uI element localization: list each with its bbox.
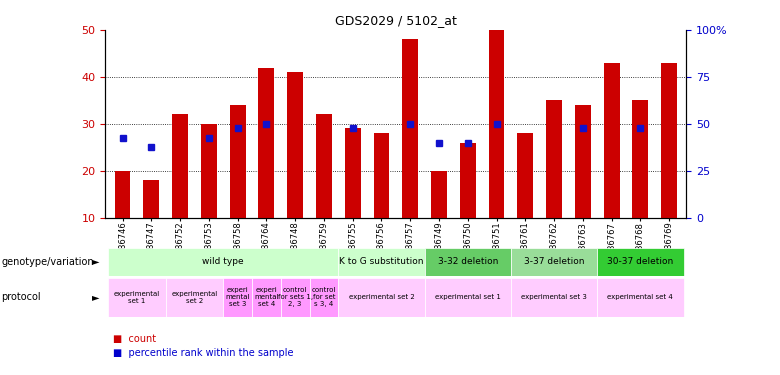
Text: 3-32 deletion: 3-32 deletion bbox=[438, 257, 498, 266]
Bar bbox=[230, 105, 246, 218]
Text: K to G substitution: K to G substitution bbox=[339, 257, 424, 266]
Bar bbox=[575, 105, 590, 218]
Bar bbox=[172, 114, 188, 218]
Text: experimental
set 1: experimental set 1 bbox=[114, 291, 160, 304]
Bar bbox=[316, 114, 332, 218]
Text: ■  percentile rank within the sample: ■ percentile rank within the sample bbox=[113, 348, 293, 357]
Bar bbox=[597, 278, 683, 317]
Bar bbox=[258, 68, 275, 218]
Bar bbox=[115, 171, 130, 217]
Title: GDS2029 / 5102_at: GDS2029 / 5102_at bbox=[335, 15, 457, 27]
Bar bbox=[223, 278, 252, 317]
Bar bbox=[424, 248, 511, 276]
Bar bbox=[546, 100, 562, 218]
Bar bbox=[517, 133, 534, 218]
Bar bbox=[252, 278, 281, 317]
Bar bbox=[460, 142, 476, 218]
Text: 3-37 deletion: 3-37 deletion bbox=[524, 257, 584, 266]
Text: experimental
set 2: experimental set 2 bbox=[172, 291, 218, 304]
Text: experimental set 1: experimental set 1 bbox=[434, 294, 501, 300]
Bar bbox=[604, 63, 619, 217]
Bar bbox=[108, 248, 339, 276]
Bar bbox=[431, 171, 447, 217]
Text: genotype/variation: genotype/variation bbox=[2, 256, 94, 267]
Bar bbox=[374, 133, 389, 218]
Bar bbox=[165, 278, 223, 317]
Bar bbox=[402, 39, 418, 218]
Text: experimental set 4: experimental set 4 bbox=[608, 294, 673, 300]
Bar bbox=[287, 72, 303, 217]
Bar bbox=[511, 248, 597, 276]
Bar bbox=[144, 180, 159, 218]
Text: experi
mental
set 3: experi mental set 3 bbox=[225, 287, 250, 307]
Text: experimental set 2: experimental set 2 bbox=[349, 294, 414, 300]
Text: 30-37 deletion: 30-37 deletion bbox=[608, 257, 673, 266]
Bar bbox=[281, 278, 310, 317]
Bar bbox=[511, 278, 597, 317]
Bar bbox=[339, 248, 424, 276]
Text: control
for sets 1,
2, 3: control for sets 1, 2, 3 bbox=[278, 287, 313, 307]
Bar bbox=[633, 100, 648, 218]
Bar bbox=[339, 278, 424, 317]
Text: ►: ► bbox=[92, 292, 100, 302]
Text: wild type: wild type bbox=[203, 257, 244, 266]
Text: experimental set 3: experimental set 3 bbox=[521, 294, 587, 300]
Bar bbox=[310, 278, 339, 317]
Bar bbox=[424, 278, 511, 317]
Bar bbox=[345, 128, 360, 217]
Bar bbox=[488, 30, 505, 217]
Text: protocol: protocol bbox=[2, 292, 41, 302]
Text: control
for set
s 3, 4: control for set s 3, 4 bbox=[312, 287, 336, 307]
Text: ■  count: ■ count bbox=[113, 334, 156, 344]
Bar bbox=[108, 278, 165, 317]
Text: experi
mental
set 4: experi mental set 4 bbox=[254, 287, 278, 307]
Text: ►: ► bbox=[92, 256, 100, 267]
Bar bbox=[597, 248, 683, 276]
Bar bbox=[661, 63, 677, 217]
Bar bbox=[201, 124, 217, 218]
